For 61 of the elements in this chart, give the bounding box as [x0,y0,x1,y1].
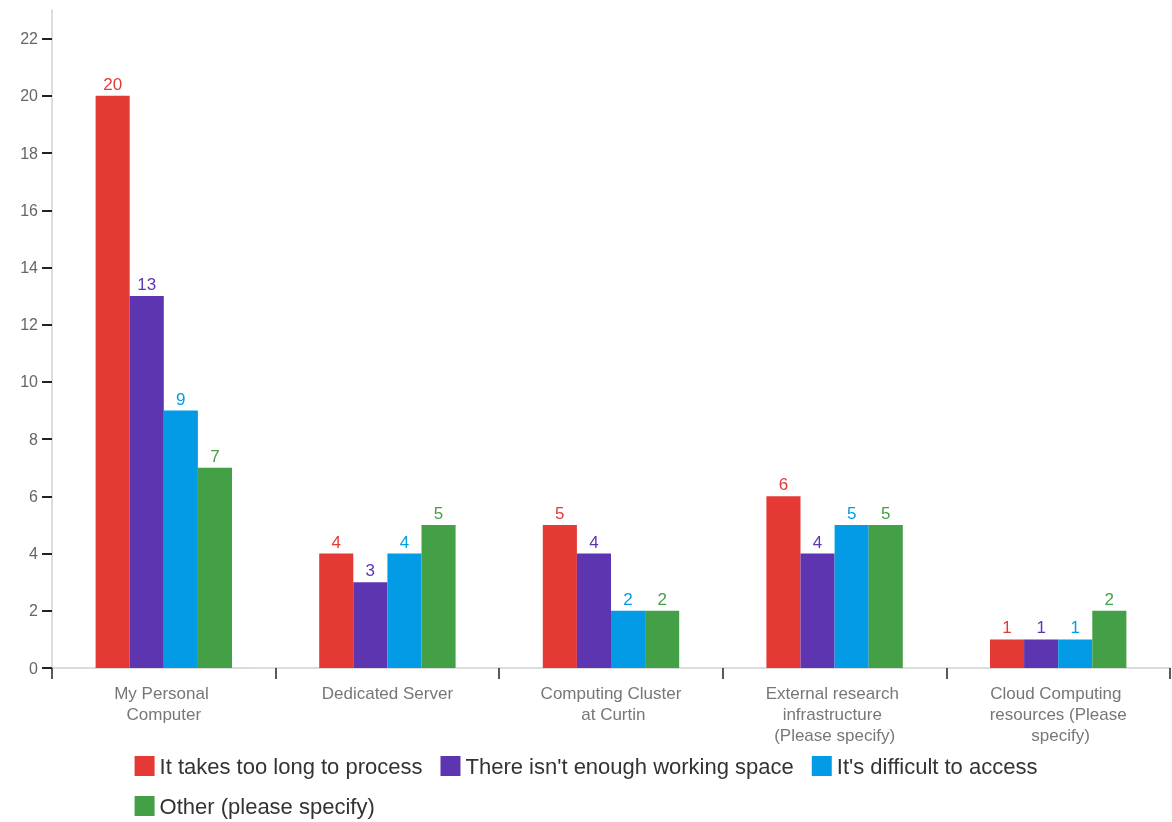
bar [319,553,354,668]
bar [800,553,835,668]
x-tick-label: External research infrastructure (Please specify) [765,684,904,745]
bar [95,95,130,668]
bar [421,524,456,668]
data-label: 1 [1002,618,1012,638]
legend-label: It's difficult to access [836,753,1038,779]
data-label: 5 [555,503,565,523]
data-label: 9 [176,389,186,409]
y-tick-label: 18 [20,144,39,162]
bar [542,524,577,668]
bar [611,610,646,668]
y-tick-label: 10 [20,373,39,391]
data-label: 4 [589,532,599,552]
y-tick-label: 2 [29,602,39,620]
data-label: 1 [1036,618,1046,638]
legend-label: It takes too long to process [159,753,423,779]
x-tick-label: Computing Cluster at Curtin [540,684,682,724]
y-tick-label: 14 [20,258,39,276]
data-label: 13 [137,275,157,295]
data-label: 4 [812,532,823,552]
data-label: 2 [623,589,633,609]
data-label: 5 [881,503,891,523]
data-label: 1 [1070,618,1080,638]
data-label: 5 [846,503,857,523]
data-label: 3 [365,561,376,581]
data-label: 6 [778,475,789,495]
y-tick-label: 20 [20,87,39,105]
legend-label: Other (please specify) [159,793,375,819]
x-tick-label: Dedicated Server [321,684,454,703]
y-tick-label: 4 [29,545,39,563]
bar [834,524,869,668]
x-tick-label: My Personal Computer [114,684,214,724]
data-label: 4 [331,532,341,552]
y-tick-label: 8 [29,430,39,448]
bar [868,524,903,668]
bar [197,467,232,668]
data-label: 7 [210,446,220,466]
bar [990,639,1025,668]
bar [353,582,388,668]
bar [387,553,422,668]
data-label: 4 [399,532,410,552]
bar [576,553,611,668]
y-tick-label: 0 [29,659,39,677]
y-tick-label: 12 [20,316,39,334]
data-label: 2 [1104,589,1115,609]
y-tick-label: 22 [20,30,39,48]
bar [1024,639,1059,668]
data-label: 20 [103,74,123,94]
data-label: 5 [433,503,444,523]
x-tick-label: Cloud Computing resources (Please specify) [989,684,1127,745]
bar [129,296,164,668]
bar [1092,610,1127,668]
bar [645,610,680,668]
bar [1058,639,1093,668]
bar [766,496,801,668]
data-label: 2 [657,589,667,609]
y-tick-label: 16 [20,201,39,219]
y-tick-label: 6 [29,487,39,505]
legend-label: There isn't enough working space [465,753,794,779]
bar [163,410,198,668]
